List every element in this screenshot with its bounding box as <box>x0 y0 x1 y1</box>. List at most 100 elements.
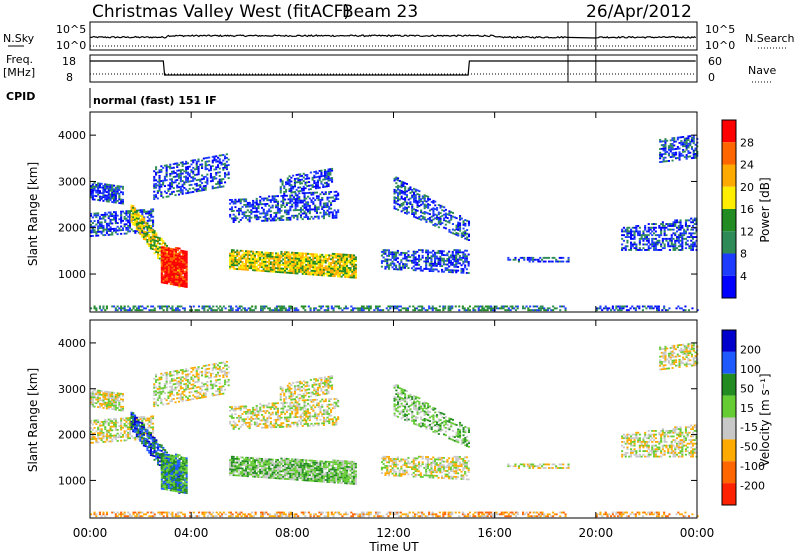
power-cell <box>185 282 188 285</box>
power-cell <box>283 191 286 193</box>
power-cell <box>306 177 309 180</box>
power-cell <box>178 285 181 288</box>
power-cell <box>324 191 327 194</box>
power-cell <box>167 190 170 192</box>
velocity-cell <box>97 421 100 423</box>
power-cell <box>100 221 103 224</box>
power-cell <box>638 226 641 229</box>
velocity-cell <box>141 442 144 445</box>
power-cell <box>308 177 311 180</box>
power-cell <box>414 307 417 310</box>
power-cell <box>192 166 195 169</box>
power-cell <box>292 214 295 217</box>
power-cell <box>403 265 406 267</box>
power-cell <box>324 193 327 195</box>
velocity-cell <box>104 390 107 393</box>
power-cell <box>654 243 657 246</box>
power-cell <box>235 309 238 312</box>
power-cell <box>190 176 193 179</box>
power-cell <box>330 265 333 268</box>
power-cell <box>670 225 673 227</box>
power-cell <box>330 271 333 274</box>
power-cell <box>421 254 424 257</box>
power-cell <box>171 253 174 256</box>
velocity-cell <box>113 425 116 428</box>
power-cell <box>314 270 317 272</box>
power-cell <box>449 263 452 266</box>
power-cell <box>330 262 333 264</box>
power-cell <box>225 153 228 156</box>
power-cell <box>229 260 232 262</box>
power-cell <box>347 267 350 269</box>
velocity-cell <box>111 425 114 428</box>
power-cell <box>351 270 354 273</box>
power-cell <box>197 190 200 192</box>
power-cell <box>441 222 444 225</box>
power-cell <box>183 285 186 288</box>
power-cell <box>667 245 670 248</box>
velocity-cell <box>114 429 117 431</box>
power-cell <box>477 307 480 310</box>
power-cell <box>397 186 400 189</box>
power-cell <box>201 305 204 308</box>
power-cell <box>299 256 302 258</box>
power-cell <box>657 309 660 312</box>
power-cell <box>132 210 135 213</box>
power-cell <box>355 307 358 310</box>
velocity-cell <box>107 393 110 395</box>
power-cell <box>315 272 318 274</box>
velocity-cell <box>97 391 100 394</box>
power-cell <box>645 236 648 238</box>
power-cell <box>344 307 347 310</box>
power-cell <box>414 260 417 262</box>
power-cell <box>299 173 302 176</box>
power-cell <box>386 249 389 252</box>
power-cell <box>282 202 285 205</box>
power-cell <box>241 211 244 214</box>
power-cell <box>312 201 315 203</box>
power-cell <box>166 280 169 283</box>
power-cell <box>685 143 688 145</box>
power-cell <box>164 248 167 251</box>
power-cell <box>669 143 672 145</box>
velocity-cell <box>91 434 94 437</box>
power-cell <box>430 264 433 267</box>
power-cell <box>213 155 216 158</box>
power-cell <box>227 173 230 176</box>
power-cell <box>640 249 643 251</box>
velocity-cell <box>97 432 100 434</box>
velocity-cell <box>93 427 96 429</box>
power-cell <box>273 261 276 264</box>
power-cell <box>150 305 153 308</box>
power-cell <box>167 195 170 198</box>
power-cell <box>107 183 110 186</box>
power-cell <box>650 305 653 308</box>
power-cell <box>159 305 162 308</box>
power-cell <box>404 197 407 199</box>
power-cell <box>185 260 188 262</box>
power-cell <box>222 159 225 162</box>
power-cell <box>434 262 437 265</box>
power-cell <box>259 195 262 198</box>
power-cell <box>310 255 313 257</box>
power-cell <box>347 274 350 277</box>
velocity-cell <box>141 438 144 440</box>
power-cell <box>326 259 329 262</box>
power-cell <box>328 205 331 208</box>
power-cell <box>288 175 291 178</box>
power-cell <box>402 263 405 265</box>
power-cell <box>302 180 305 183</box>
velocity-cell <box>104 398 107 400</box>
power-cell <box>303 197 306 200</box>
power-cell <box>658 234 661 237</box>
power-cell <box>442 257 445 260</box>
power-cell <box>257 258 260 261</box>
velocity-cell <box>142 426 145 429</box>
power-cell <box>127 226 130 229</box>
power-cell <box>136 211 139 214</box>
power-cell <box>630 236 633 238</box>
power-cell <box>312 260 315 263</box>
power-cell <box>453 249 456 251</box>
power-cell <box>157 240 160 243</box>
power-cell <box>201 187 204 190</box>
